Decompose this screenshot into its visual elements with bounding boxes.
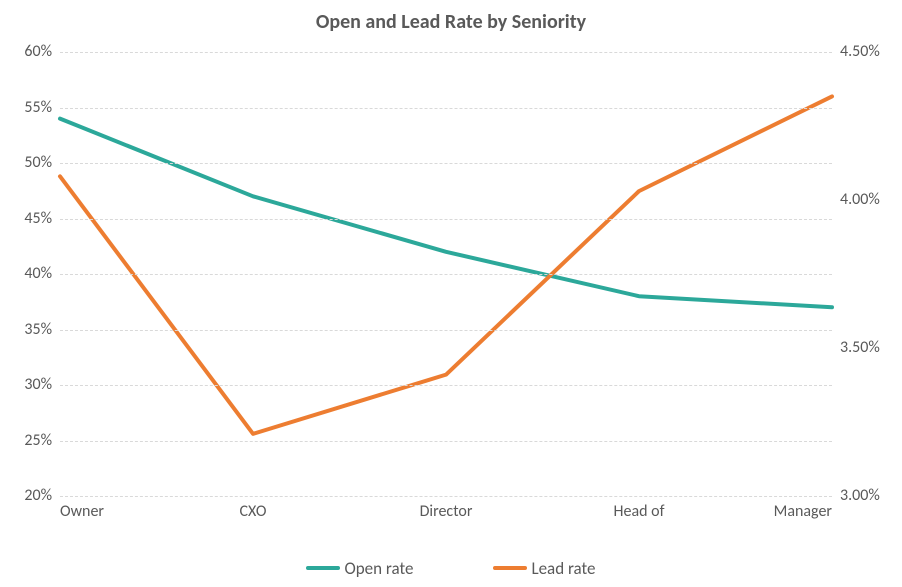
y-left-tick: 55% <box>0 100 52 116</box>
legend-label: Open rate <box>344 558 413 579</box>
y-right-tick: 4.00% <box>840 192 902 208</box>
legend-label: Lead rate <box>531 558 595 579</box>
x-tick: CXO <box>240 502 267 521</box>
y-left-tick: 20% <box>0 488 52 504</box>
series-line <box>60 119 832 308</box>
x-tick: Head of <box>614 502 665 521</box>
y-right-tick: 3.50% <box>840 340 902 356</box>
y-left-tick: 50% <box>0 155 52 171</box>
x-tick: Manager <box>774 502 832 521</box>
x-tick: Owner <box>60 502 104 521</box>
y-left-tick: 25% <box>0 433 52 449</box>
legend-swatch <box>493 566 527 570</box>
plot-area <box>60 52 832 496</box>
gridline <box>60 219 832 220</box>
legend-item: Lead rate <box>493 558 595 579</box>
gridline <box>60 52 832 53</box>
gridline <box>60 163 832 164</box>
gridline <box>60 385 832 386</box>
series-line <box>60 96 832 433</box>
legend-swatch <box>306 566 340 570</box>
gridline <box>60 274 832 275</box>
y-right-tick: 3.00% <box>840 488 902 504</box>
y-left-tick: 35% <box>0 322 52 338</box>
gridline <box>60 496 832 497</box>
y-left-tick: 45% <box>0 211 52 227</box>
legend: Open rate Lead rate <box>0 554 902 579</box>
y-right-tick: 4.50% <box>840 44 902 60</box>
x-tick: Director <box>420 502 473 521</box>
y-axis-left: 20%25%30%35%40%45%50%55%60% <box>0 52 52 496</box>
y-left-tick: 60% <box>0 44 52 60</box>
gridline <box>60 441 832 442</box>
chart-container: Open and Lead Rate by Seniority 20% 25% 30… <box>0 0 902 587</box>
gridline <box>60 108 832 109</box>
gridline <box>60 330 832 331</box>
chart-title: Open and Lead Rate by Seniority <box>0 10 902 34</box>
y-axis-right: 3.00%3.50%4.00%4.50% <box>840 52 902 496</box>
legend-item: Open rate <box>306 558 413 579</box>
y-left-tick: 30% <box>0 377 52 393</box>
y-left-tick: 40% <box>0 266 52 282</box>
